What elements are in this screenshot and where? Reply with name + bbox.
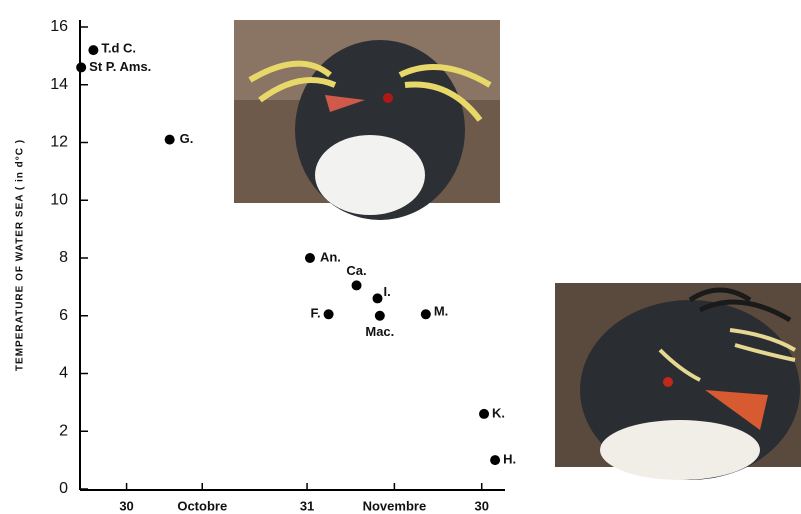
point-label: I.	[384, 284, 391, 299]
x-tick-label: Novembre	[363, 498, 427, 513]
y-tick-label: 8	[59, 249, 68, 266]
y-tick-label: 2	[59, 422, 68, 439]
point	[420, 309, 431, 320]
point-label: Mac.	[365, 324, 394, 339]
point	[304, 253, 315, 263]
point	[372, 293, 383, 304]
point	[88, 45, 99, 56]
y-tick-label: 12	[50, 134, 68, 151]
x-tick-label: 31	[300, 498, 314, 513]
photo	[555, 283, 801, 480]
point-label: K.	[492, 405, 505, 420]
x-tick-label: 30	[474, 498, 488, 513]
point	[351, 280, 362, 291]
point-label: Ca.	[346, 263, 366, 278]
y-axis-label: TEMPERATURE OF WATER SEA ( in d°C )	[15, 139, 26, 371]
point	[323, 309, 334, 320]
point	[374, 310, 385, 321]
y-tick-label: 4	[59, 365, 68, 382]
photo	[234, 20, 500, 220]
y-tick-label: 0	[59, 480, 68, 497]
point	[479, 408, 490, 419]
point-label: F.	[310, 306, 320, 321]
point-label: M.	[434, 304, 448, 319]
point-label: H.	[503, 452, 516, 467]
point-label: St P. Ams.	[89, 59, 151, 74]
y-tick-label: 16	[50, 18, 68, 35]
point	[76, 62, 87, 73]
point-label: An.	[320, 249, 341, 264]
y-tick-label: 10	[50, 191, 68, 208]
point-label: T.d C.	[101, 41, 136, 56]
point-label: G.	[180, 131, 194, 146]
x-tick-label: 30	[119, 498, 133, 513]
y-tick-label: 6	[59, 307, 68, 324]
point	[164, 134, 175, 145]
x-tick-label: Octobre	[177, 498, 227, 513]
y-tick-label: 14	[50, 76, 68, 93]
point	[490, 455, 501, 466]
